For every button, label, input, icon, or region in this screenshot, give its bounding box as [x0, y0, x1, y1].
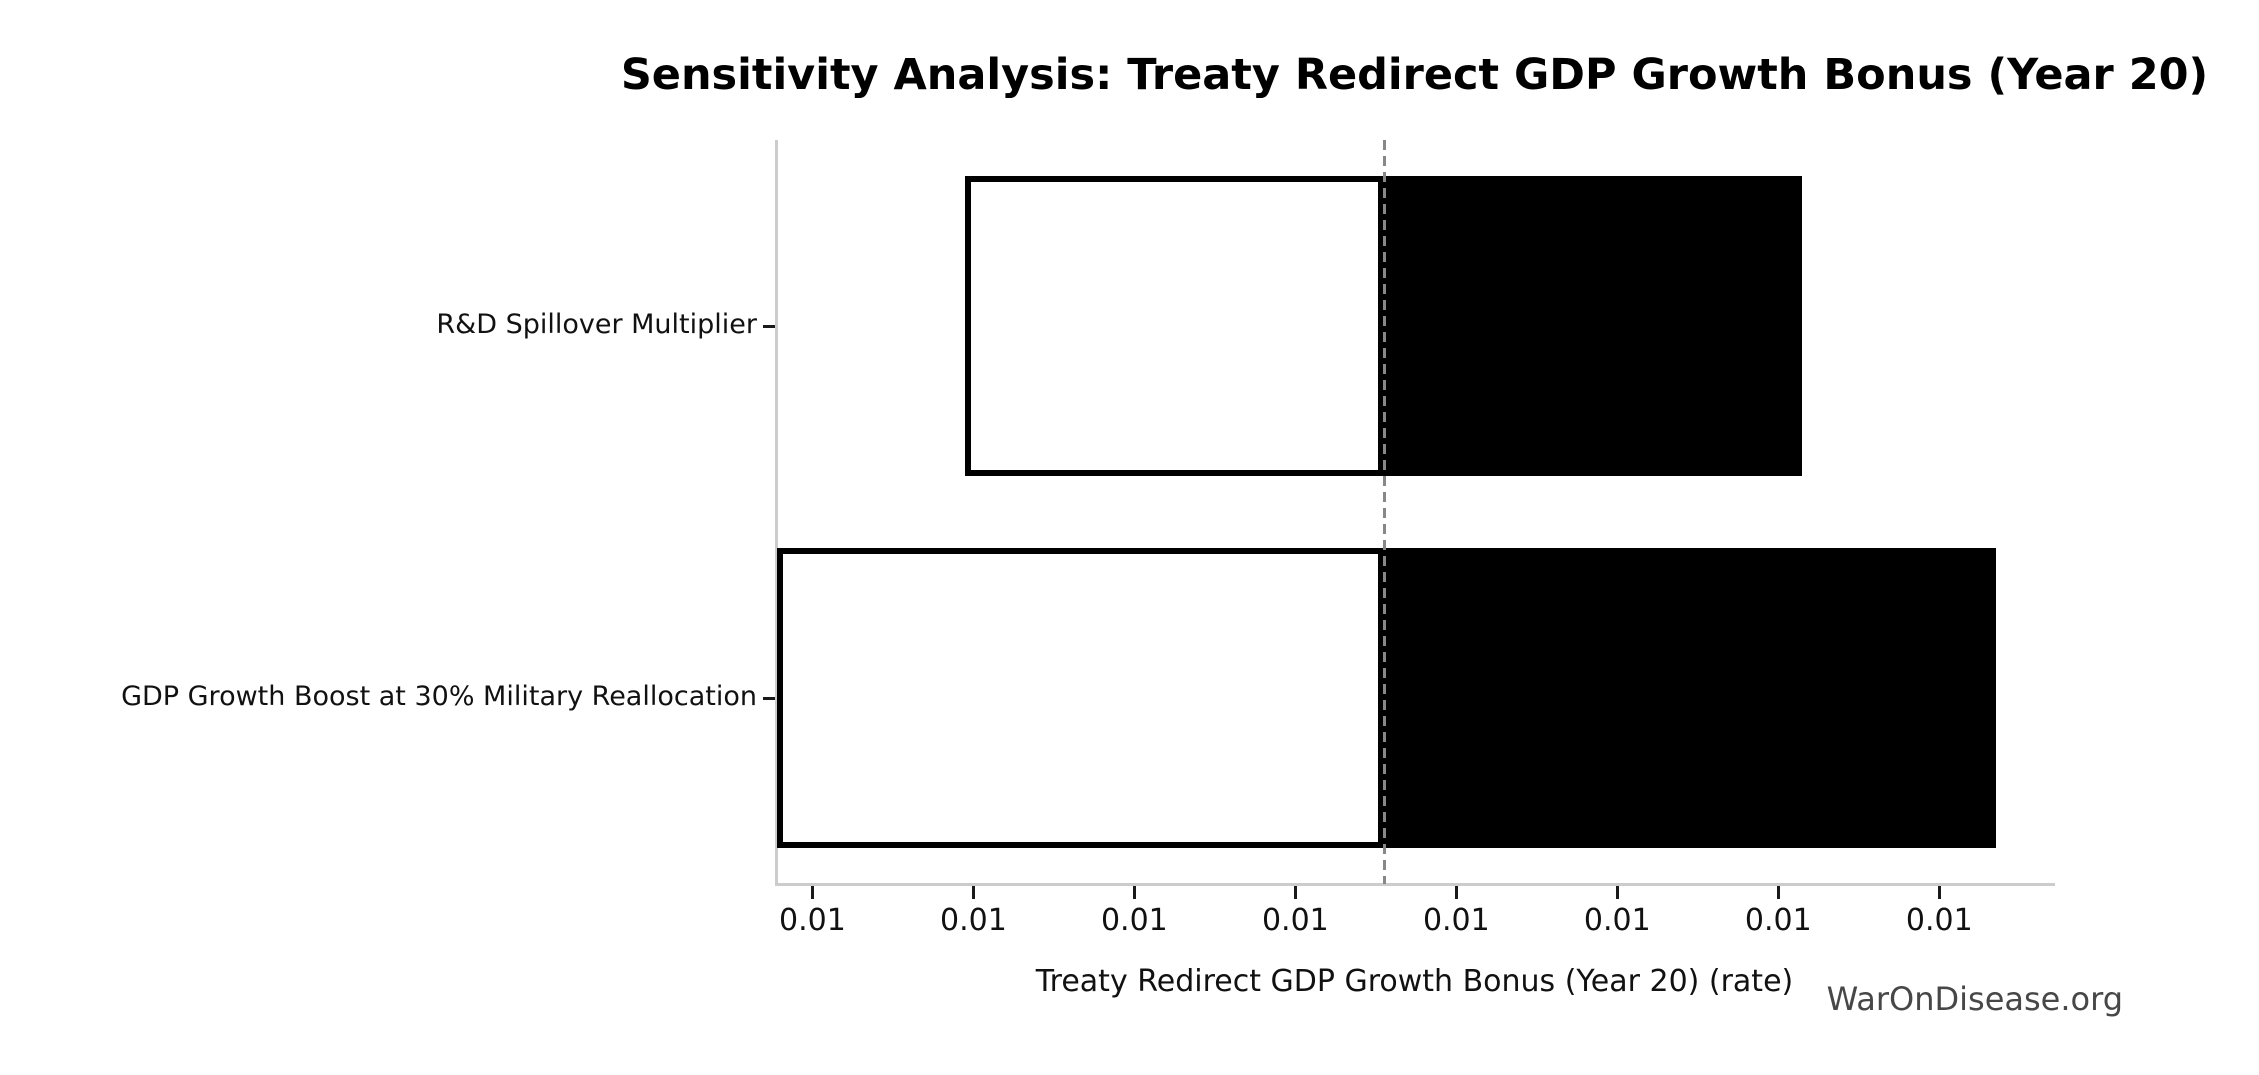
- x-axis-label: Treaty Redirect GDP Growth Bonus (Year 2…: [1035, 964, 1794, 999]
- x-axis-spine: [775, 883, 2055, 886]
- bar-low-segment: [777, 548, 1384, 848]
- baseline-dashed-line: [1382, 140, 1386, 884]
- chart-title: Sensitivity Analysis: Treaty Redirect GD…: [620, 50, 2209, 100]
- x-axis-tick-label: 0.01: [1100, 903, 1168, 938]
- x-axis-tick-label: 0.01: [1422, 903, 1490, 938]
- x-axis-tick-label: 0.01: [1744, 903, 1812, 938]
- y-axis-tick: [763, 697, 775, 700]
- x-axis-tick: [972, 886, 976, 899]
- watermark: WarOnDisease.org: [1826, 980, 2123, 1018]
- x-axis-tick-label: 0.01: [1905, 903, 1973, 938]
- x-axis-tick-label: 0.01: [1261, 903, 1329, 938]
- x-axis-tick: [1294, 886, 1298, 899]
- x-axis-tick: [1938, 886, 1942, 899]
- x-axis-tick: [1616, 886, 1620, 899]
- x-axis-tick: [1777, 886, 1781, 899]
- x-axis-tick-label: 0.01: [1583, 903, 1651, 938]
- x-axis-tick: [811, 886, 815, 899]
- x-axis-tick-label: 0.01: [779, 903, 846, 938]
- y-axis-tick: [763, 325, 775, 328]
- x-axis-tick-label: 0.01: [939, 903, 1007, 938]
- y-axis-spine: [775, 140, 778, 886]
- x-axis-tick: [1133, 886, 1137, 899]
- y-axis-category-label: R&D Spillover Multiplier: [436, 309, 757, 340]
- bar-low-segment: [965, 176, 1384, 476]
- bar-high-segment: [1383, 176, 1803, 476]
- bar-high-segment: [1383, 548, 1996, 848]
- x-axis-tick: [1455, 886, 1459, 899]
- y-axis-category-label: GDP Growth Boost at 30% Military Realloc…: [121, 681, 757, 712]
